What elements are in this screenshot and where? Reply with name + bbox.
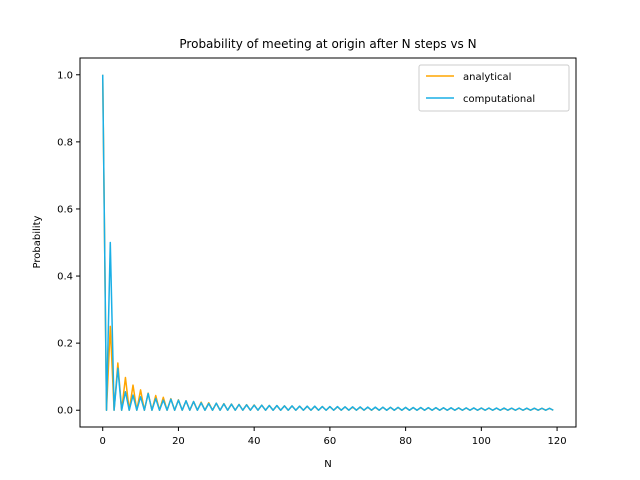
y-tick-label: 1.0 <box>57 70 73 81</box>
x-axis-label: N <box>324 459 331 470</box>
y-axis-label: Probability <box>32 215 43 268</box>
legend-box <box>418 64 570 112</box>
legend: analytical computational <box>418 64 570 112</box>
y-tick-label: 0.6 <box>57 204 73 215</box>
y-tick-label: 0.8 <box>57 137 73 148</box>
x-tick-label: 20 <box>172 436 185 447</box>
x-tick-label: 0 <box>100 436 106 447</box>
x-tick-label: 80 <box>399 436 412 447</box>
x-tick-label: 120 <box>548 436 567 447</box>
y-axis: 0.0 0.2 0.4 0.6 0.8 1.0 <box>57 70 80 417</box>
x-tick-label: 60 <box>324 436 337 447</box>
x-axis: 0 20 40 60 80 100 120 <box>100 427 567 447</box>
chart-title: Probability of meeting at origin after N… <box>179 37 476 51</box>
y-tick-label: 0.4 <box>57 272 73 283</box>
y-tick-label: 0.2 <box>57 339 73 350</box>
axes-frame <box>79 57 577 428</box>
series-line-computational <box>101 74 554 411</box>
y-tick-label: 0.0 <box>57 406 73 417</box>
plot-area <box>101 74 554 411</box>
legend-label-computational: computational <box>463 94 535 105</box>
x-tick-label: 40 <box>248 436 261 447</box>
x-tick-label: 100 <box>472 436 491 447</box>
legend-label-analytical: analytical <box>463 72 511 83</box>
